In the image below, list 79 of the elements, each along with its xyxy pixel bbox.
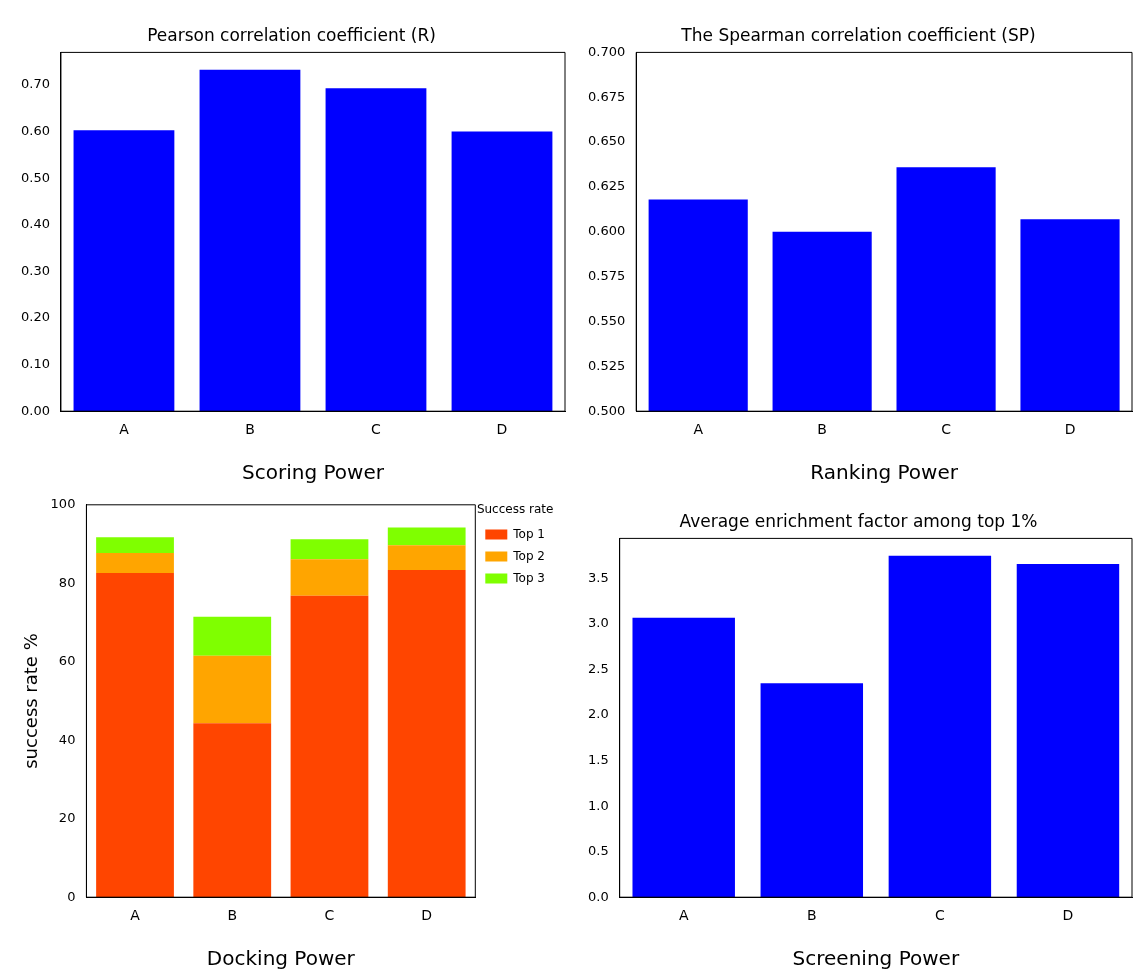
bar [387,545,466,570]
y-tick-label: 0 [67,888,76,904]
bar [193,723,272,898]
bar [73,130,175,412]
y-tick-label: 0.60 [20,122,50,138]
y-tick-label: 0.40 [20,216,50,232]
x-tick-label: A [678,907,689,924]
x-axis-title: Screening Power [792,946,960,971]
bar [96,573,174,898]
chart-title: Pearson correlation coefficient (R) [147,24,436,45]
y-tick-label: 0.20 [20,309,50,325]
y-tick-label: 20 [58,810,76,826]
bar [760,683,864,898]
x-tick-label: C [324,907,335,924]
x-tick-label: C [934,907,945,924]
bar [96,537,174,554]
y-tick-label: 0.10 [20,355,50,371]
x-tick-label: B [806,907,817,924]
y-tick-label: 0.5 [587,843,609,859]
x-tick-label: B [245,421,255,438]
x-axis-title: Ranking Power [810,460,959,485]
y-tick-label: 1.0 [587,797,609,813]
y-axis-title: success rate % [20,633,42,769]
x-tick-label: A [130,907,141,924]
y-tick-label: 0.0 [587,888,609,904]
y-tick-label: 0.600 [588,223,626,239]
x-tick-label: A [693,421,704,438]
y-tick-label: 0.625 [588,178,626,194]
bar [290,595,369,898]
bar [193,616,272,656]
y-tick-label: 0.650 [588,133,626,149]
chart-title: Average enrichment factor among top 1% [679,510,1038,531]
y-tick-label: 0.575 [588,268,626,284]
x-tick-label: D [1064,421,1076,438]
legend-label: Top 1 [512,526,545,541]
x-tick-label: A [119,421,130,438]
x-tick-label: B [227,907,238,924]
bar [387,569,466,898]
bar [290,559,369,596]
y-tick-label: 0.70 [20,76,50,92]
y-tick-label: 100 [50,496,76,512]
chart-title: The Spearman correlation coefficient (SP) [680,24,1036,45]
bar [290,539,369,560]
legend-label: Top 2 [512,548,545,563]
x-axis-title: Scoring Power [242,460,385,485]
y-tick-label: 0.500 [588,402,626,418]
y-tick-label: 0.550 [588,312,626,328]
y-tick-label: 80 [58,574,76,590]
x-tick-label: C [371,421,382,438]
y-tick-label: 0.675 [588,88,626,104]
x-tick-label: B [817,421,827,438]
legend-title: Success rate [476,502,554,517]
y-tick-label: 3.5 [587,569,609,585]
x-axis-title: Docking Power [206,946,356,971]
y-tick-label: 0.50 [20,169,50,185]
y-tick-label: 0.525 [588,357,626,373]
x-tick-label: D [496,421,508,438]
y-tick-label: 0.700 [588,43,626,59]
bar [888,555,992,898]
bar [96,553,174,574]
y-tick-label: 2.0 [587,706,609,722]
x-tick-label: D [1062,907,1074,924]
y-tick-label: 0.30 [20,262,50,278]
y-tick-label: 60 [58,653,76,669]
bar [325,88,427,412]
x-tick-label: D [421,907,433,924]
bar [387,527,466,546]
y-tick-label: 0.00 [20,402,50,418]
bar [451,131,553,412]
y-tick-label: 2.5 [587,660,609,676]
y-tick-label: 40 [58,731,76,747]
y-tick-label: 1.5 [587,751,609,767]
bar [632,617,735,898]
legend-label: Top 3 [512,570,545,585]
bar [199,69,301,412]
x-tick-label: C [941,421,952,438]
bar [193,655,272,724]
y-tick-label: 3.0 [587,615,609,631]
bar [1016,563,1120,898]
